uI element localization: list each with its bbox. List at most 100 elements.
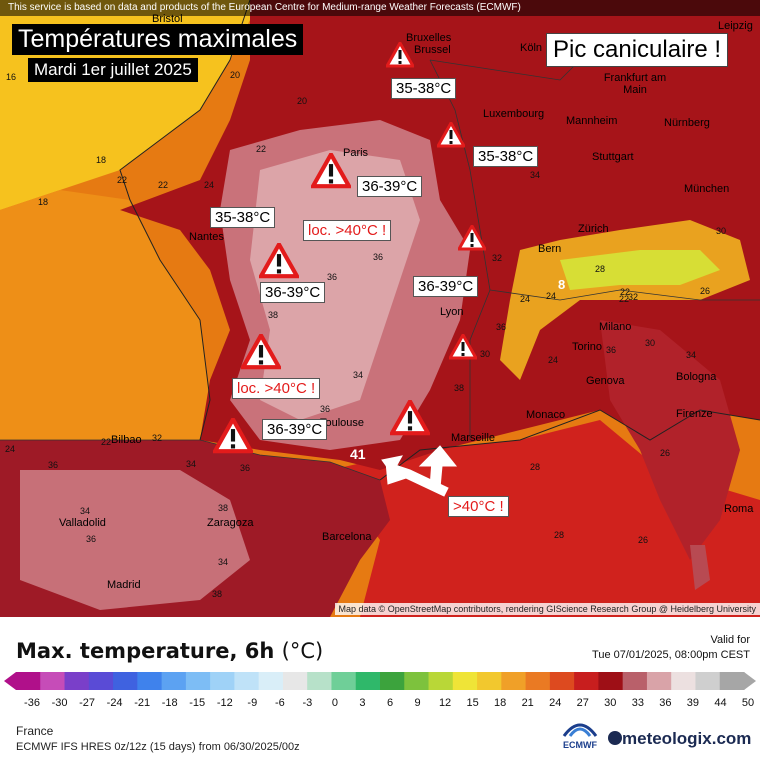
contour-value: 28 xyxy=(530,462,541,472)
scale-tick-label: 18 xyxy=(494,697,507,709)
color-swatch xyxy=(501,672,527,690)
contour-value: 34 xyxy=(80,506,91,516)
contour-value: 24 xyxy=(548,355,559,365)
city-label: Bilbao xyxy=(111,434,142,446)
city-label: Roma xyxy=(724,503,754,515)
color-swatch xyxy=(331,672,357,690)
contour-value: 34 xyxy=(353,370,364,380)
color-swatch xyxy=(622,672,648,690)
scale-tick-label: 9 xyxy=(414,697,421,709)
city-label: Köln xyxy=(520,42,543,54)
city-label: Monaco xyxy=(526,409,566,421)
color-scale-ticks: -36 -30 -27 -24 -21 -18 -15 -12 -9 -6 -3 0 3 6 9 12 15 18… xyxy=(0,697,760,713)
scale-tick-label: 6 xyxy=(386,697,394,709)
city-label: Genova xyxy=(586,375,625,387)
color-swatch xyxy=(113,672,138,690)
map-subtitle: Mardi 1er juillet 2025 xyxy=(28,58,198,82)
color-swatch xyxy=(598,672,624,690)
scale-tick-label: -3 xyxy=(302,697,313,709)
warning-triangle-icon xyxy=(458,225,486,251)
contour-value: 41 xyxy=(350,446,366,462)
city-label: Frankfurt am Main xyxy=(603,72,667,96)
color-swatch xyxy=(137,672,163,690)
meteologix-logo-icon xyxy=(608,731,622,745)
contour-value: 32 xyxy=(628,292,639,302)
city-label: Bologna xyxy=(676,371,717,383)
contour-value: 8 xyxy=(558,277,566,292)
contour-value: 20 xyxy=(230,70,241,80)
color-swatch xyxy=(16,672,41,690)
color-swatch xyxy=(307,672,332,690)
contour-value: 30 xyxy=(480,349,491,359)
scale-tick-label: 27 xyxy=(576,697,589,709)
contour-value: 34 xyxy=(686,350,697,360)
range-label: 35-38°C xyxy=(210,207,276,228)
contour-value: 24 xyxy=(5,444,16,454)
scale-tick-label: 50 xyxy=(741,697,755,709)
color-swatch xyxy=(282,672,308,690)
scale-tick-label: 15 xyxy=(466,697,479,709)
color-swatch xyxy=(355,672,381,690)
scale-tick-label: 33 xyxy=(631,697,644,709)
contour-value: 18 xyxy=(96,155,107,165)
range-label: 36-39°C xyxy=(357,176,423,197)
contour-value: 24 xyxy=(204,180,215,190)
city-label: Lyon xyxy=(440,306,464,318)
contour-value: 26 xyxy=(700,286,711,296)
city-label: Bern xyxy=(538,243,562,255)
contour-value: 26 xyxy=(660,448,671,458)
city-label: Toulouse xyxy=(320,417,365,429)
contour-value: 36 xyxy=(373,252,384,262)
city-label: Bruxelles xyxy=(406,32,452,44)
contour-value: 24 xyxy=(520,294,531,304)
contour-value: 30 xyxy=(716,226,727,236)
range-label-red: loc. >40°C ! xyxy=(303,220,392,241)
range-label: 36-39°C xyxy=(260,282,326,303)
scale-tick-label: -6 xyxy=(274,697,285,709)
legend-title: Max. temperature, 6h (°C) xyxy=(16,639,323,663)
color-scale-bar xyxy=(4,672,756,690)
map-credit: Map data © OpenStreetMap contributors, r… xyxy=(334,603,760,615)
contour-value: 36 xyxy=(606,345,617,355)
color-swatch xyxy=(525,672,551,690)
scale-tick-label: 39 xyxy=(686,697,700,709)
meteologix-brand[interactable]: meteologix.com xyxy=(608,729,751,749)
forecast-map: This service is based on data and produc… xyxy=(0,0,760,617)
scale-tick-label: -21 xyxy=(134,697,151,709)
contour-value: 34 xyxy=(218,557,229,567)
contour-value: 28 xyxy=(554,530,565,540)
color-swatch xyxy=(234,672,260,690)
city-label: Leipzig xyxy=(718,20,753,32)
city-label: Zürich xyxy=(578,223,609,235)
valid-info: Valid for Tue 07/01/2025, 08:00pm CEST xyxy=(592,633,750,663)
scale-tick-label: 30 xyxy=(604,697,617,709)
warning-triangle-icon xyxy=(437,122,465,148)
scale-tick-label: -12 xyxy=(216,697,233,709)
contour-value: 34 xyxy=(530,170,541,180)
warning-triangle-icon xyxy=(390,400,430,436)
color-swatch xyxy=(574,672,599,690)
city-label: Torino xyxy=(572,341,602,353)
contour-value: 24 xyxy=(546,291,557,301)
ecmwf-logo-text: ECMWF xyxy=(563,740,597,750)
color-swatch xyxy=(549,672,575,690)
contour-value: 38 xyxy=(454,383,465,393)
contour-value: 26 xyxy=(638,535,649,545)
color-swatch xyxy=(428,672,454,690)
valid-time: Tue 07/01/2025, 08:00pm CEST xyxy=(592,649,750,661)
ecmwf-credit: This service is based on data and produc… xyxy=(0,0,760,16)
scale-tick-label: -24 xyxy=(106,697,123,709)
warning-triangle-icon xyxy=(386,42,414,68)
legend-title-text: Max. temperature, 6h xyxy=(16,639,275,663)
color-swatch xyxy=(671,672,696,690)
headline-box: Pic caniculaire ! xyxy=(546,33,729,67)
contour-value: 36 xyxy=(48,460,59,470)
city-label: Stuttgart xyxy=(592,151,634,163)
map-background xyxy=(0,0,760,617)
range-label: 35-38°C xyxy=(391,78,457,99)
scale-tick-label: 24 xyxy=(549,697,562,709)
city-label: Nürnberg xyxy=(664,117,710,129)
contour-value: 36 xyxy=(496,322,507,332)
city-label: Firenze xyxy=(676,408,713,420)
warning-triangle-icon xyxy=(259,243,299,279)
